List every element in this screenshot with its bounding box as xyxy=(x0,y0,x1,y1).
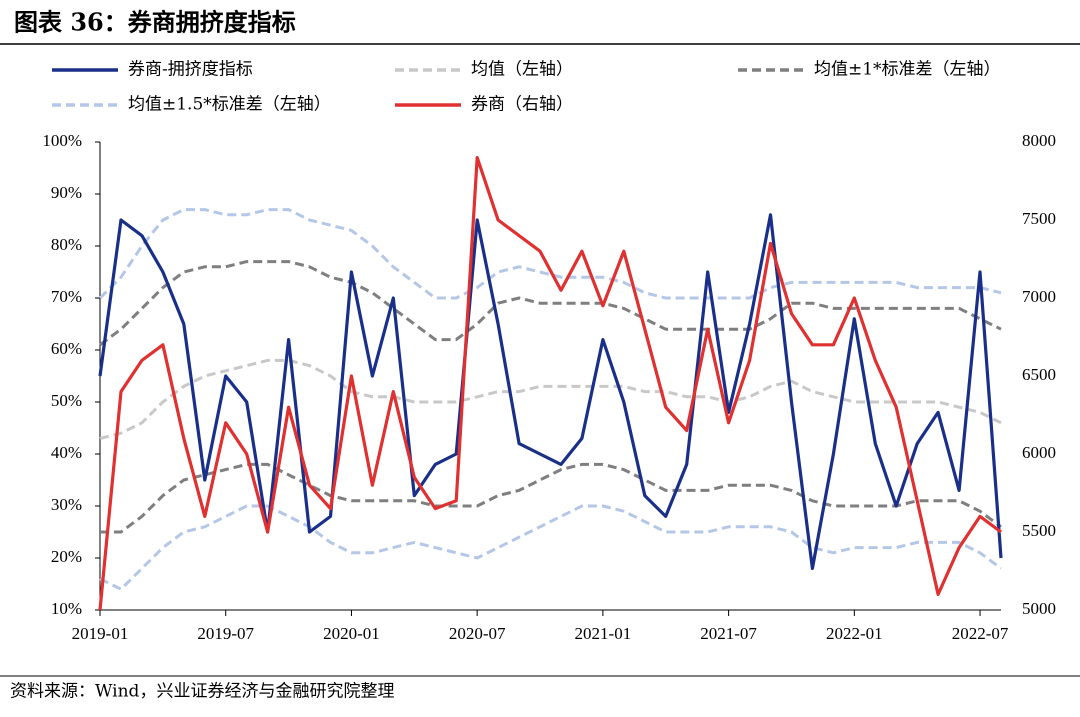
legend-label: 均值±1*标准差（左轴） xyxy=(814,60,1001,80)
x-tick-label: 2020-01 xyxy=(323,624,380,643)
y2-tick-label: 7000 xyxy=(1022,287,1056,306)
y-tick-label: 90% xyxy=(51,183,82,202)
y-tick-label: 20% xyxy=(51,547,82,566)
series-line xyxy=(99,358,1002,440)
x-tick-label: 2021-07 xyxy=(700,624,757,643)
series-line xyxy=(99,504,1002,591)
legend-label: 券商-拥挤度指标 xyxy=(128,60,253,80)
y2-tick-label: 6000 xyxy=(1022,443,1056,462)
x-tick-label: 2021-01 xyxy=(575,624,632,643)
y-tick-label: 50% xyxy=(51,391,82,410)
series-line xyxy=(98,213,1003,570)
legend-label: 券商（右轴） xyxy=(471,95,573,115)
y-tick-label: 30% xyxy=(51,495,82,514)
y-tick-label: 80% xyxy=(51,235,82,254)
y2-tick-label: 8000 xyxy=(1022,131,1056,150)
x-tick-label: 2020-07 xyxy=(449,624,506,643)
x-tick-label: 2019-07 xyxy=(197,624,254,643)
y-tick-label: 100% xyxy=(42,131,82,150)
y2-tick-label: 6500 xyxy=(1022,365,1056,384)
source-note: 资料来源：Wind，兴业证券经济与金融研究院整理 xyxy=(10,682,394,702)
y-tick-label: 40% xyxy=(51,443,82,462)
y2-tick-label: 7500 xyxy=(1022,209,1056,228)
x-tick-label: 2022-01 xyxy=(826,624,883,643)
y2-tick-label: 5500 xyxy=(1022,521,1056,540)
legend-label: 均值（左轴） xyxy=(471,60,573,80)
x-tick-label: 2022-07 xyxy=(952,624,1009,643)
x-tick-label: 2019-01 xyxy=(72,624,129,643)
y2-tick-label: 5000 xyxy=(1022,599,1056,618)
y-tick-label: 70% xyxy=(51,287,82,306)
legend-label: 均值±1.5*标准差（左轴） xyxy=(128,95,331,115)
y-tick-label: 60% xyxy=(51,339,82,358)
chart-title: 图表 36：券商拥挤度指标 xyxy=(14,8,296,37)
series-line xyxy=(98,156,1002,611)
series-line xyxy=(98,208,1002,300)
y-tick-label: 10% xyxy=(51,599,82,618)
